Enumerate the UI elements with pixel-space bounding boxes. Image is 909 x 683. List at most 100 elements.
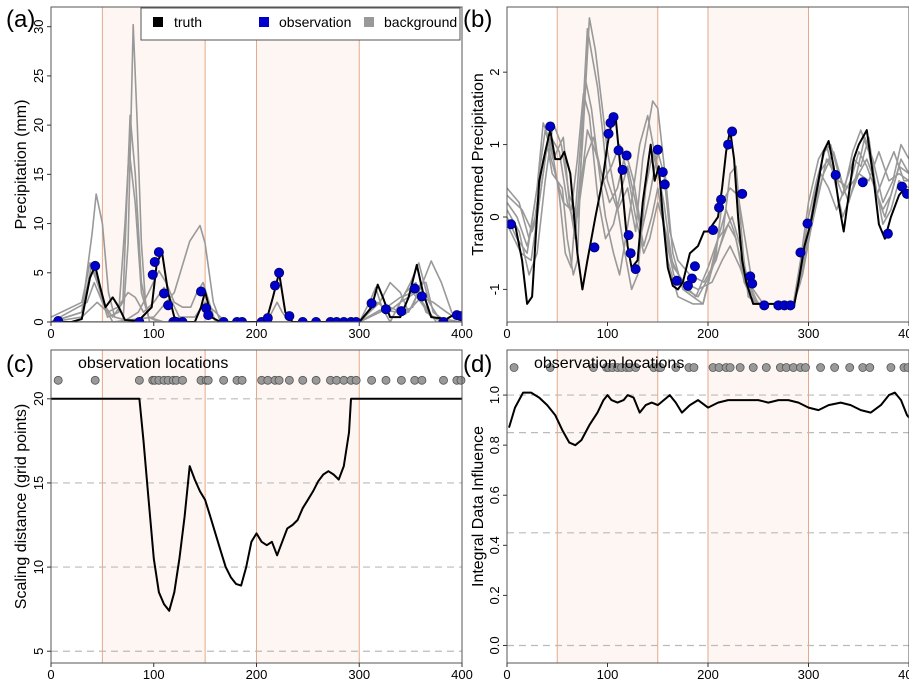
observation-point <box>747 278 758 289</box>
legend-label-truth: truth <box>174 14 202 30</box>
observation-location-marker <box>203 375 213 385</box>
y-tick-label: 0 <box>487 213 502 220</box>
x-tick-label: 400 <box>898 326 909 341</box>
legend-swatch-observation <box>259 17 269 27</box>
observation-point <box>727 126 738 137</box>
panel-label: (d) <box>463 351 492 378</box>
observation-location-marker <box>178 375 187 385</box>
observation-location-marker <box>367 375 376 385</box>
observation-point <box>830 169 841 180</box>
x-tick-label: 300 <box>348 667 370 682</box>
y-tick-label: 15 <box>31 476 46 490</box>
panel-label: (a) <box>6 6 35 33</box>
observation-point <box>901 188 909 199</box>
y-tick-label: 20 <box>31 392 46 406</box>
observation-point <box>608 112 619 123</box>
observation-locations-label: observation locations <box>534 355 684 372</box>
y-tick-label: 0.8 <box>487 436 502 454</box>
y-tick-label: 15 <box>31 167 46 181</box>
observation-point <box>90 260 101 271</box>
y-tick-label: 20 <box>31 118 46 132</box>
observation-point <box>416 291 427 302</box>
observation-point <box>409 283 420 294</box>
observation-point <box>652 144 663 155</box>
shaded-region <box>256 350 360 663</box>
plot-area <box>51 397 462 612</box>
observation-point <box>689 261 700 272</box>
shaded-region <box>256 7 360 322</box>
observation-point <box>545 121 556 132</box>
x-tick-label: 300 <box>798 326 820 341</box>
y-tick-label: 0.6 <box>487 486 502 504</box>
observation-point <box>795 247 806 258</box>
observation-location-marker <box>801 363 810 372</box>
y-tick-label: 2 <box>487 69 502 76</box>
observation-point <box>623 230 634 241</box>
x-tick-label: 400 <box>451 326 473 341</box>
observation-point <box>507 219 517 230</box>
observation-point <box>785 300 796 311</box>
truth-line <box>507 114 909 305</box>
observation-point <box>759 300 770 311</box>
observation-point <box>723 139 734 150</box>
observation-point <box>147 269 158 280</box>
y-tick-label: 5 <box>31 269 46 276</box>
observation-location-marker <box>274 375 284 385</box>
observation-location-marker <box>439 375 448 385</box>
y-tick-label: 0.4 <box>487 536 502 554</box>
y-tick-label: -1 <box>487 284 502 296</box>
observation-location-marker <box>351 375 361 385</box>
y-axis-label: Precipitation (mm) <box>13 100 30 230</box>
x-tick-label: 200 <box>246 667 268 682</box>
observation-location-marker <box>219 375 229 385</box>
shaded-region <box>102 350 206 663</box>
observation-location-marker <box>53 375 63 385</box>
observation-location-marker <box>903 363 909 372</box>
observation-point <box>153 247 164 258</box>
x-tick-label: 0 <box>503 667 510 682</box>
observation-location-marker <box>671 363 681 372</box>
observation-location-marker <box>748 363 758 372</box>
observation-location-marker <box>735 363 745 372</box>
observation-point <box>396 306 407 317</box>
observation-location-marker <box>689 363 699 372</box>
legend-box <box>140 7 461 41</box>
x-tick-label: 100 <box>597 326 619 341</box>
observation-location-marker <box>298 375 308 385</box>
observation-point <box>163 300 174 311</box>
plot-area <box>508 391 909 447</box>
y-tick-label: 10 <box>31 560 46 574</box>
observation-point <box>857 177 868 188</box>
observation-point <box>380 304 391 315</box>
observation-point <box>686 273 697 284</box>
observation-point <box>659 179 670 190</box>
y-tick-label: 1.0 <box>487 386 502 404</box>
y-tick-label: 0 <box>31 318 46 325</box>
background-line <box>51 114 462 322</box>
observation-point <box>617 164 628 175</box>
x-tick-label: 200 <box>697 326 719 341</box>
observation-point <box>630 264 641 275</box>
observation-location-marker <box>509 363 519 372</box>
y-axis-label: Transformed Precipitation <box>470 73 487 256</box>
observation-point <box>716 194 727 205</box>
observation-location-marker <box>589 363 598 372</box>
observation-point <box>149 256 160 267</box>
observation-point <box>882 228 893 239</box>
x-tick-label: 100 <box>143 326 165 341</box>
x-tick-label: 0 <box>47 326 54 341</box>
x-tick-label: 200 <box>697 667 719 682</box>
x-tick-label: 400 <box>898 667 909 682</box>
y-tick-label: 0.2 <box>487 586 502 604</box>
observation-point <box>262 313 273 322</box>
observation-point <box>366 298 377 309</box>
y-axis-label: Integral Data Influence <box>470 426 487 587</box>
observation-point <box>284 311 295 322</box>
x-tick-label: 200 <box>246 326 268 341</box>
y-tick-label: 0.0 <box>487 636 502 654</box>
shaded-region <box>708 350 809 663</box>
observation-location-marker <box>381 375 391 385</box>
observation-location-marker <box>90 375 100 385</box>
